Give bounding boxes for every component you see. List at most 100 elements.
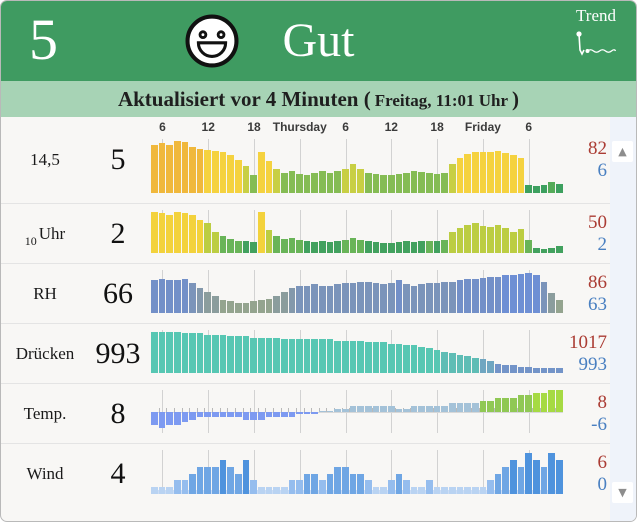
bar bbox=[273, 330, 280, 373]
bar bbox=[219, 139, 227, 193]
gridline bbox=[391, 210, 393, 253]
bar bbox=[433, 330, 441, 373]
bar bbox=[380, 390, 387, 433]
trend-label: Trend bbox=[576, 6, 616, 25]
scroll-up-button[interactable]: ▲ bbox=[612, 141, 633, 162]
bar bbox=[479, 210, 487, 253]
aqi-score: 5 bbox=[29, 7, 58, 72]
bar bbox=[303, 390, 311, 433]
bar bbox=[280, 210, 288, 253]
bar bbox=[510, 139, 517, 193]
bar bbox=[227, 390, 235, 433]
bar bbox=[173, 330, 181, 373]
bar bbox=[548, 450, 555, 494]
bar bbox=[372, 210, 380, 253]
bar bbox=[448, 390, 456, 433]
bar bbox=[426, 210, 433, 253]
row-max-value: 82 bbox=[588, 138, 607, 159]
row-min-value: 6 bbox=[597, 160, 608, 181]
hour-tick bbox=[280, 407, 282, 412]
bar bbox=[464, 330, 471, 373]
bar bbox=[510, 450, 517, 494]
bar bbox=[166, 210, 173, 253]
bar bbox=[517, 390, 525, 433]
hour-tick bbox=[196, 407, 198, 412]
bar bbox=[311, 270, 319, 313]
bar bbox=[510, 390, 517, 433]
bar bbox=[525, 390, 533, 433]
row-chart bbox=[151, 270, 563, 313]
bar bbox=[189, 450, 196, 494]
bar bbox=[204, 270, 212, 313]
gridline bbox=[528, 210, 530, 253]
bar bbox=[296, 210, 303, 253]
bar bbox=[410, 390, 418, 433]
bar bbox=[196, 210, 204, 253]
bar bbox=[525, 210, 533, 253]
bar bbox=[204, 390, 212, 433]
bar bbox=[464, 210, 471, 253]
row-current-value: 4 bbox=[110, 457, 126, 490]
row-chart bbox=[151, 210, 563, 253]
bar bbox=[502, 330, 510, 373]
bar bbox=[349, 330, 357, 373]
row-range: 86 63 bbox=[561, 264, 607, 323]
axis-tick-label: 6 bbox=[342, 120, 349, 134]
bar bbox=[158, 450, 166, 494]
update-text-close: ) bbox=[512, 87, 520, 111]
bar bbox=[433, 450, 441, 494]
bar bbox=[456, 270, 464, 313]
bar bbox=[257, 450, 265, 494]
bars bbox=[151, 270, 563, 313]
bar bbox=[265, 210, 273, 253]
axis-tick-label: Friday bbox=[464, 120, 501, 134]
bar bbox=[410, 330, 418, 373]
bar bbox=[212, 390, 219, 433]
bar bbox=[517, 139, 525, 193]
bar bbox=[212, 139, 219, 193]
bar bbox=[372, 450, 380, 494]
hour-tick bbox=[257, 407, 259, 412]
row-pressure: Drücken 993 1017 993 bbox=[1, 324, 612, 384]
bar bbox=[456, 390, 464, 433]
bar bbox=[533, 270, 540, 313]
bar bbox=[173, 390, 181, 433]
bar bbox=[540, 210, 548, 253]
baseline-strip bbox=[151, 490, 563, 494]
bar bbox=[242, 390, 250, 433]
bar bbox=[334, 330, 342, 373]
bar bbox=[433, 139, 441, 193]
bar bbox=[158, 210, 166, 253]
bar bbox=[151, 450, 158, 494]
bar bbox=[250, 139, 257, 193]
bar bbox=[158, 270, 166, 313]
bar bbox=[235, 139, 242, 193]
bar bbox=[212, 330, 219, 373]
trend-button[interactable]: Trend bbox=[568, 6, 624, 62]
metrics-list: 14,5 5 6 12 18 Thursday 6 12 18 Friday 6 82 6 10 Uhr 2 5… bbox=[1, 117, 612, 521]
bar bbox=[235, 390, 242, 433]
bar bbox=[403, 450, 410, 494]
bar bbox=[395, 210, 403, 253]
bar bbox=[395, 450, 403, 494]
scroll-down-button[interactable]: ▼ bbox=[612, 482, 633, 503]
row-max-value: 8 bbox=[597, 391, 608, 413]
bar bbox=[257, 210, 265, 253]
row-range: 50 2 bbox=[561, 204, 607, 263]
bar bbox=[189, 210, 196, 253]
bar bbox=[273, 270, 280, 313]
bar bbox=[456, 139, 464, 193]
bar bbox=[288, 330, 296, 373]
bar bbox=[448, 450, 456, 494]
bar bbox=[257, 390, 265, 433]
bar bbox=[166, 330, 173, 373]
scrollbar[interactable]: ▲ ▼ bbox=[610, 117, 636, 521]
gridline bbox=[482, 450, 484, 494]
update-text: Aktualisiert vor 4 Minuten ( bbox=[117, 87, 371, 111]
bar bbox=[357, 450, 364, 494]
bar bbox=[342, 450, 349, 494]
bar bbox=[540, 330, 548, 373]
bar bbox=[219, 210, 227, 253]
bar bbox=[456, 330, 464, 373]
bar bbox=[319, 210, 326, 253]
